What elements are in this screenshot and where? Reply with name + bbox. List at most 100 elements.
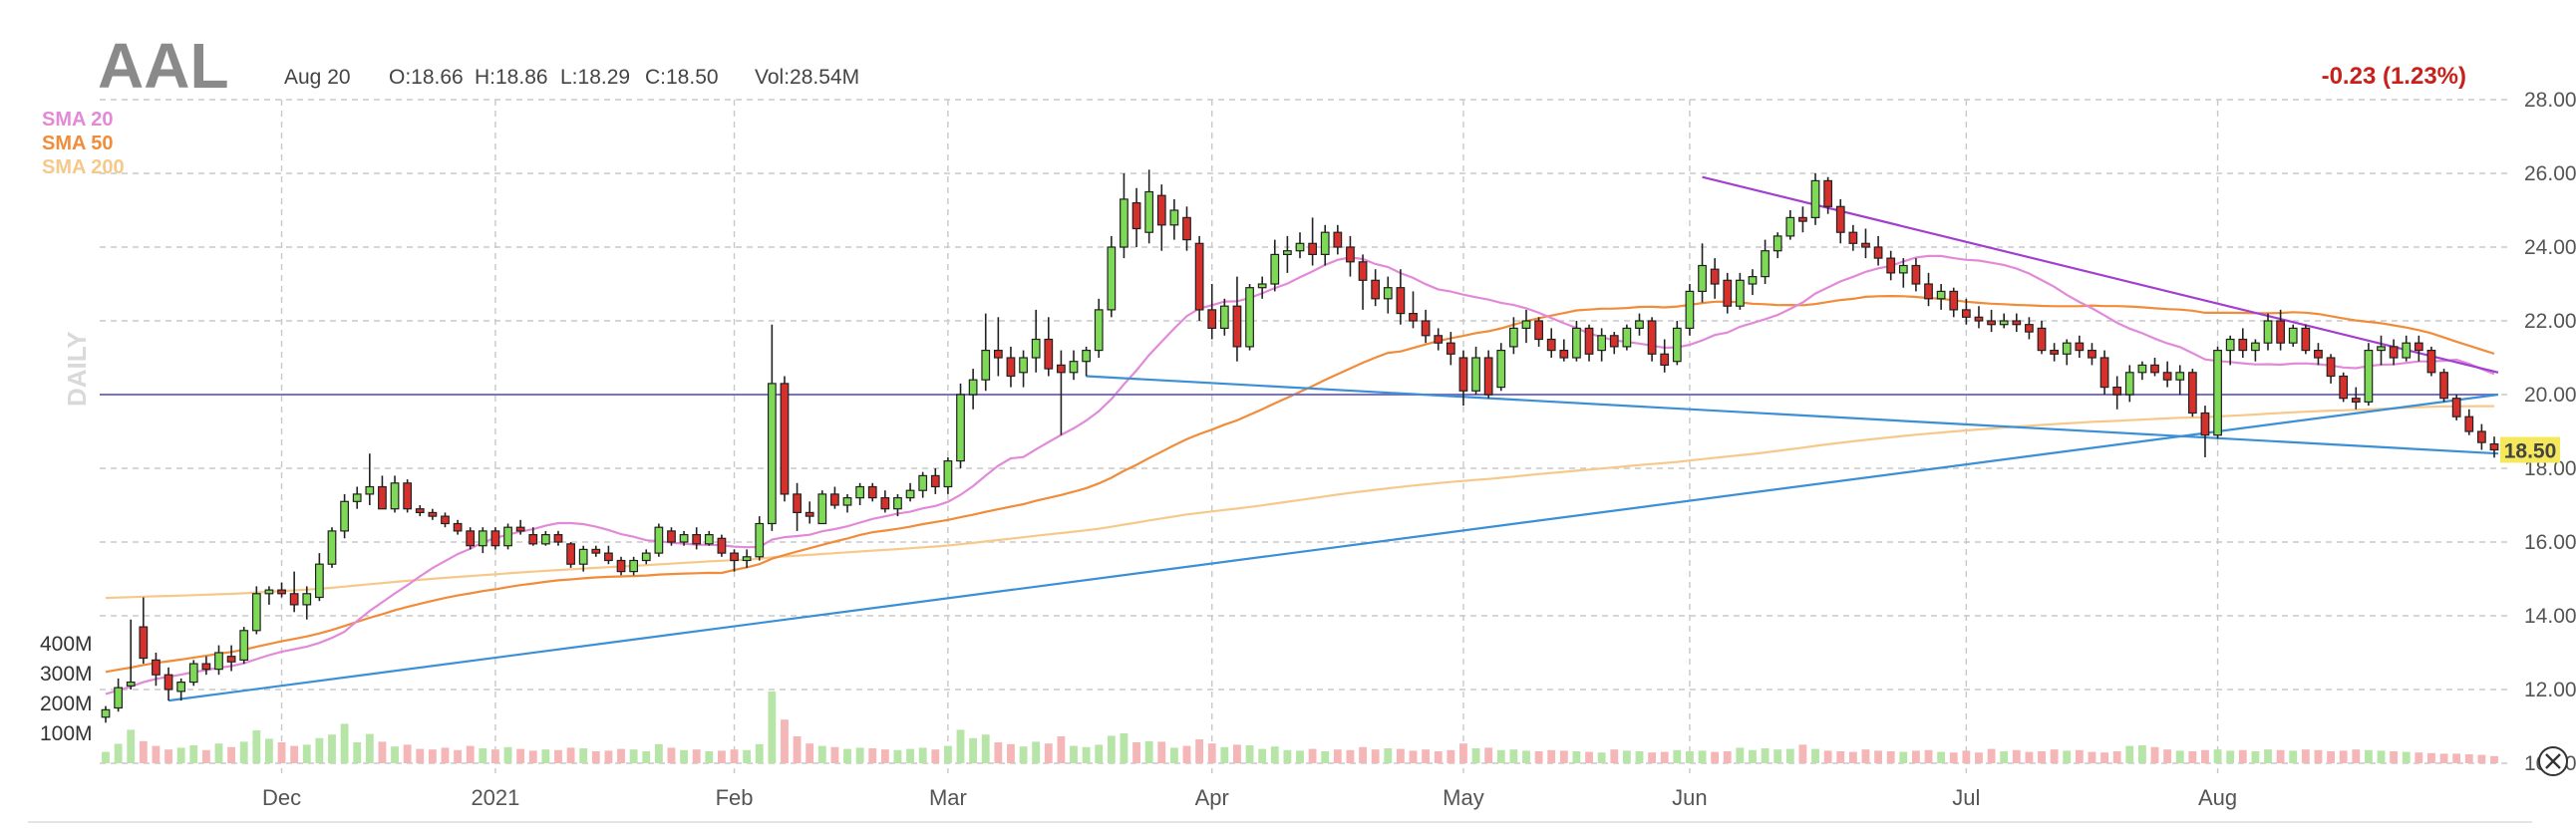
candle-down	[1156, 194, 1166, 226]
volume-bar	[1749, 749, 1757, 763]
volume-bar	[2264, 749, 2272, 763]
volume-bar	[667, 747, 676, 763]
volume-bar	[755, 743, 764, 763]
volume-bar	[541, 749, 550, 763]
volume-bar	[604, 750, 613, 763]
candle-down	[805, 511, 814, 517]
candle-down	[2414, 342, 2423, 352]
date-tick-label: Aug	[2198, 785, 2237, 810]
volume-bar	[730, 749, 739, 763]
volume-bar	[1409, 750, 1418, 763]
volume-bar	[491, 749, 499, 763]
axis-labels: 10.0012.0014.0016.0018.0020.0022.0024.00…	[40, 89, 2576, 810]
legend-sma50[interactable]: SMA 50	[42, 133, 114, 154]
candle-up	[101, 708, 111, 718]
candle-down	[566, 543, 575, 565]
date-tick-label: May	[1443, 785, 1484, 810]
candle-down	[466, 530, 476, 547]
candle-down	[930, 474, 940, 488]
candle-down	[1308, 242, 1317, 256]
candle-up	[893, 497, 902, 510]
candle-up	[188, 663, 198, 684]
volume-bar	[2339, 750, 2348, 763]
volume-bar	[1007, 743, 1015, 763]
volume-bar	[931, 749, 940, 763]
candle-down	[2187, 372, 2197, 415]
volume-bar	[1736, 747, 1745, 763]
candle-down	[1057, 364, 1066, 374]
candle-up	[1283, 250, 1292, 255]
candle-down	[441, 515, 450, 525]
candle-up	[340, 500, 349, 532]
volume-bar	[2477, 754, 2486, 763]
trend-lines[interactable]	[100, 175, 2499, 702]
candle-down	[2099, 357, 2109, 389]
volume-bar	[1912, 750, 1920, 763]
candle-down	[830, 493, 839, 506]
volume-bar	[1044, 743, 1053, 763]
candle-up	[855, 485, 865, 499]
candle-down	[1194, 242, 1204, 311]
candle-down	[1710, 268, 1720, 285]
volume-bar	[1422, 749, 1431, 763]
legend-sma200[interactable]: SMA 200	[42, 156, 125, 178]
volume-bar	[1321, 751, 1330, 763]
candle-down	[1358, 261, 1368, 281]
volume-bar	[1233, 744, 1241, 763]
volume-bar	[2327, 751, 2335, 763]
candle-down	[2025, 324, 2034, 333]
candle-down	[1584, 327, 1594, 355]
volume-bar	[1610, 749, 1619, 763]
volume-bar	[516, 748, 525, 763]
candle-down	[1534, 320, 1543, 341]
volume-bar	[2163, 749, 2172, 763]
volume-bar	[1559, 750, 1568, 763]
volume-bar	[1471, 748, 1480, 763]
candle-down	[604, 552, 613, 562]
candle-up	[314, 563, 324, 599]
candle-down	[553, 533, 563, 543]
candle-up	[629, 559, 639, 573]
volume-bar	[2390, 751, 2399, 763]
volume-bar	[315, 737, 324, 763]
volume-bar	[1484, 747, 1493, 763]
sma-20-line	[105, 254, 2495, 695]
volume-bar	[1547, 749, 1556, 763]
candle-up	[2263, 320, 2273, 344]
volume-bar	[1635, 751, 1644, 763]
volume-bar	[1459, 743, 1467, 763]
volume-bar	[1660, 751, 1669, 763]
candle-up	[114, 687, 123, 709]
close-icon[interactable]	[2538, 746, 2568, 776]
candle-up	[2288, 327, 2298, 344]
volume-bar	[1195, 739, 1204, 763]
volume-bar	[2000, 751, 2009, 763]
candle-down	[1647, 320, 1657, 355]
volume-bar	[2251, 751, 2260, 763]
volume-bar	[2125, 745, 2134, 763]
candle-down	[1371, 279, 1381, 300]
candle-up	[742, 556, 752, 562]
volume-bar	[918, 747, 927, 763]
candle-up	[1120, 198, 1128, 248]
volume-tick-label: 300M	[40, 663, 93, 686]
volume-bar	[1798, 744, 1807, 763]
date-tick-label: Jun	[1672, 785, 1707, 810]
volume-bar	[1308, 748, 1317, 763]
candle-down	[1346, 246, 1355, 263]
volume-bar	[2301, 749, 2310, 763]
candle-down	[2439, 372, 2448, 400]
candlesticks[interactable]	[101, 169, 2499, 723]
candle-down	[1044, 338, 1054, 370]
volume-bar	[880, 749, 889, 763]
candle-up	[968, 379, 978, 396]
candle-down	[717, 537, 727, 554]
date-tick-label: Feb	[716, 785, 754, 810]
volume-bar	[1107, 735, 1116, 763]
legend-sma20[interactable]: SMA 20	[42, 109, 114, 131]
candle-up	[478, 530, 487, 547]
candle-up	[1082, 350, 1092, 363]
date-tick-label: Apr	[1195, 785, 1229, 810]
volume-bar	[416, 748, 425, 763]
